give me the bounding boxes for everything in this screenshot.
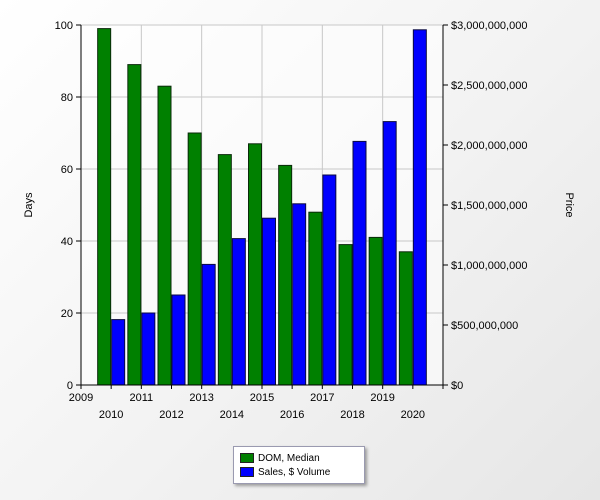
x-tick-label-upper: 2017 <box>310 392 334 404</box>
bar-sales-volume <box>141 312 156 386</box>
bar-dom-median <box>157 85 172 386</box>
y-tick-label-left: 80 <box>61 92 73 104</box>
y-tick-label-right: $1,000,000,000 <box>451 260 527 272</box>
bar-dom-median <box>97 28 112 386</box>
bars <box>97 28 427 386</box>
bar-dom-median <box>398 251 413 386</box>
y-tick-label-left: 100 <box>55 20 73 32</box>
bar-dom-median <box>187 132 202 386</box>
bar-sales-volume <box>292 203 307 386</box>
legend-item-dom: DOM, Median <box>240 451 358 465</box>
bar-sales-volume <box>322 174 337 386</box>
bar-sales-volume <box>111 319 126 386</box>
y-tick-label-right: $1,500,000,000 <box>451 200 527 212</box>
x-tick-label-lower: 2010 <box>99 409 123 421</box>
bar-sales-volume <box>412 29 427 386</box>
x-tick-label-upper: 2013 <box>189 392 213 404</box>
bar-dom-median <box>308 211 323 386</box>
tick-labels: 0 20 40 60 80 100 $0 $500,000,000 $1,000,000,000… <box>55 20 528 421</box>
legend-swatch-dom <box>240 453 254 463</box>
legend-label-dom: DOM, Median <box>258 452 320 464</box>
x-tick-label-lower: 2014 <box>220 409 244 421</box>
y-tick-label-left: 0 <box>67 380 73 392</box>
y-tick-label-left: 60 <box>61 164 73 176</box>
bar-sales-volume <box>201 263 216 386</box>
axes <box>76 24 448 389</box>
x-tick-label-lower: 2016 <box>280 409 304 421</box>
y-tick-label-right: $0 <box>451 380 463 392</box>
y-tick-label-left: 20 <box>61 308 73 320</box>
y-tick-label-right: $500,000,000 <box>451 320 518 332</box>
y-tick-label-right: $3,000,000,000 <box>451 20 527 32</box>
x-tick-label-lower: 2012 <box>159 409 183 421</box>
x-tick-label-lower: 2018 <box>340 409 364 421</box>
x-tick-label-lower: 2020 <box>401 409 425 421</box>
bar-dom-median <box>127 64 142 386</box>
legend-swatch-sales <box>240 467 254 477</box>
bar-sales-volume <box>382 121 397 386</box>
x-tick-label-upper: 2009 <box>69 392 93 404</box>
y-tick-label-left: 40 <box>61 236 73 248</box>
y-axis-left-title: Days <box>23 192 35 218</box>
bar-sales-volume <box>262 217 276 386</box>
x-tick-label-upper: 2015 <box>250 392 274 404</box>
bar-dom-median <box>278 164 293 386</box>
bar-dom-median <box>217 154 232 386</box>
y-tick-label-right: $2,000,000,000 <box>451 140 527 152</box>
legend-item-sales: Sales, $ Volume <box>240 465 358 479</box>
bar-dom-median <box>338 244 353 386</box>
y-axis-right-title: Price <box>563 192 575 217</box>
bar-dom-median <box>368 236 383 386</box>
bar-sales-volume <box>171 294 186 386</box>
x-tick-label-upper: 2019 <box>370 392 394 404</box>
legend-label-sales: Sales, $ Volume <box>258 466 331 478</box>
legend: DOM, Median Sales, $ Volume <box>233 446 365 484</box>
bar-sales-volume <box>231 238 246 386</box>
y-tick-label-right: $2,500,000,000 <box>451 80 527 92</box>
bar-dom-median <box>248 143 262 386</box>
x-tick-label-upper: 2011 <box>130 392 154 404</box>
bar-sales-volume <box>352 140 367 386</box>
